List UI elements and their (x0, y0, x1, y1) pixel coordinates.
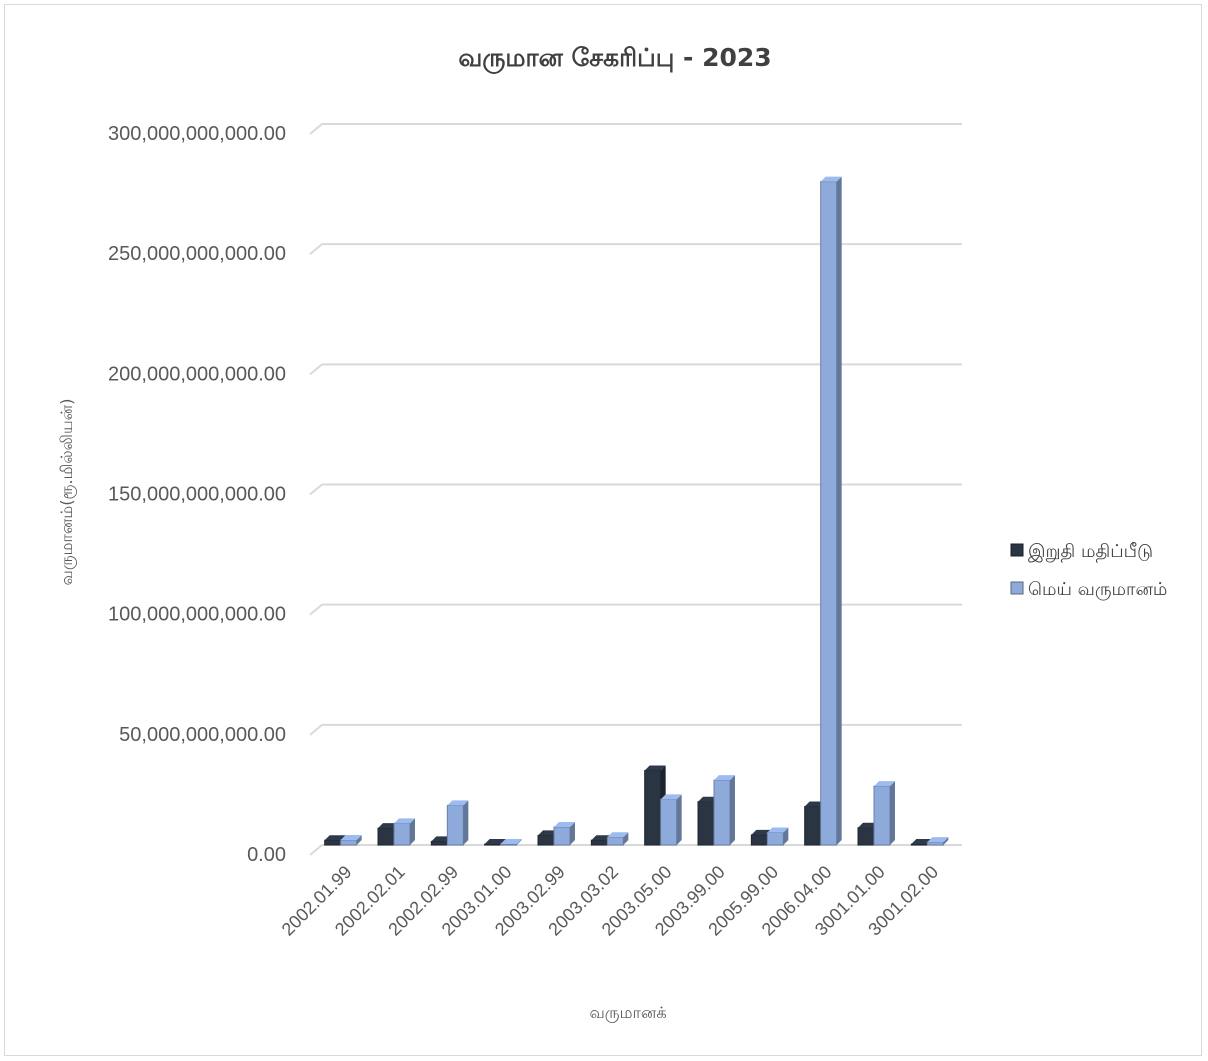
bar-top (714, 775, 735, 781)
bar (340, 834, 362, 846)
bar-top (644, 765, 666, 771)
bar-top (660, 794, 682, 800)
y-tick-label: 250,000,000,000.00 (108, 243, 286, 265)
y-tick-label: 0.00 (247, 844, 286, 866)
bar (713, 775, 735, 846)
chart-title: வருமான சேகரிப்பு - 2023 (458, 43, 771, 75)
bar-front (500, 843, 518, 846)
gridline-depth (309, 724, 323, 736)
bar-top (340, 834, 362, 840)
y-tick-label: 50,000,000,000.00 (119, 724, 286, 746)
bar-front (926, 841, 944, 846)
bar-front (750, 834, 768, 846)
bar-front (537, 834, 555, 846)
bar-front (644, 769, 662, 846)
bar-front (484, 843, 502, 846)
gridline-depth (309, 363, 323, 376)
bar (500, 839, 522, 846)
y-axis-label: வருமானம்(ரூ.மில்லியன்) (57, 399, 77, 586)
y-tick-label: 150,000,000,000.00 (108, 484, 286, 506)
bar-top (484, 839, 506, 844)
bar-side (410, 818, 415, 845)
x-axis-ticks: 2002.01.992002.02.012002.02.992003.01.00… (278, 862, 943, 940)
bar-top (394, 818, 415, 824)
bar-front (324, 839, 342, 846)
gridline-depth (309, 123, 323, 135)
bar-top (324, 835, 346, 841)
bar-front (857, 827, 875, 846)
bar (766, 827, 789, 846)
bar (606, 832, 629, 846)
bar (393, 818, 415, 846)
bar-front (766, 832, 784, 846)
bar-front (804, 806, 822, 846)
bar-side (730, 775, 735, 845)
bar-front (606, 836, 624, 846)
bar-side (943, 837, 949, 845)
bar (926, 837, 949, 846)
bar-top (447, 800, 469, 806)
bar (446, 800, 469, 846)
legend-swatch (1010, 543, 1024, 557)
bar-front (660, 798, 678, 846)
bar-top (607, 832, 629, 838)
bar (660, 794, 682, 846)
gridlines (309, 123, 962, 856)
bar (553, 821, 575, 846)
bar-side (836, 176, 842, 845)
bar-top (500, 839, 522, 844)
bar-side (623, 832, 629, 845)
bar-top (554, 821, 575, 827)
chart-frame (4, 4, 1202, 1056)
bar-front (873, 785, 891, 846)
legend-label: மெய் வருமானம் (1028, 579, 1167, 600)
bar-side (783, 827, 789, 845)
gridline-depth (309, 483, 323, 496)
y-tick-label: 100,000,000,000.00 (108, 604, 286, 626)
y-axis-ticks: 0.00 50,000,000,000.00 100,000,000,000.00 1… (108, 123, 286, 866)
bar-side (570, 821, 575, 845)
bar-front (590, 839, 608, 846)
bar-side (890, 781, 895, 845)
bar-front (820, 181, 838, 846)
bar (873, 781, 895, 846)
gridline-depth (309, 243, 323, 255)
y-tick-label: 300,000,000,000.00 (108, 123, 286, 145)
bar-front (340, 839, 358, 846)
bar-front (713, 779, 731, 846)
gridline-depth (309, 603, 323, 616)
bars (324, 176, 949, 846)
bar-side (516, 839, 522, 845)
bar-front (430, 840, 448, 846)
bar-side (463, 800, 469, 845)
gridline-depth (309, 844, 323, 856)
bar-front (697, 801, 715, 846)
bar-top (874, 781, 895, 787)
bar-front (553, 826, 571, 846)
bar-top (767, 827, 789, 833)
bar (820, 176, 842, 846)
bar-front (377, 827, 395, 846)
bar-front (393, 822, 411, 846)
x-axis-label: வருமானக் (589, 1003, 666, 1023)
bar-front (446, 804, 464, 846)
legend: இறுதி மதிப்பீடு மெய் வருமானம் (1010, 541, 1167, 600)
bar-front (910, 843, 928, 846)
bar-side (676, 794, 682, 845)
bar-top (927, 837, 949, 843)
bar-side (356, 834, 362, 845)
y-tick-label: 200,000,000,000.00 (108, 363, 286, 385)
legend-swatch (1010, 581, 1024, 595)
bar-top (820, 176, 842, 182)
legend-label: இறுதி மதிப்பீடு (1028, 541, 1153, 563)
